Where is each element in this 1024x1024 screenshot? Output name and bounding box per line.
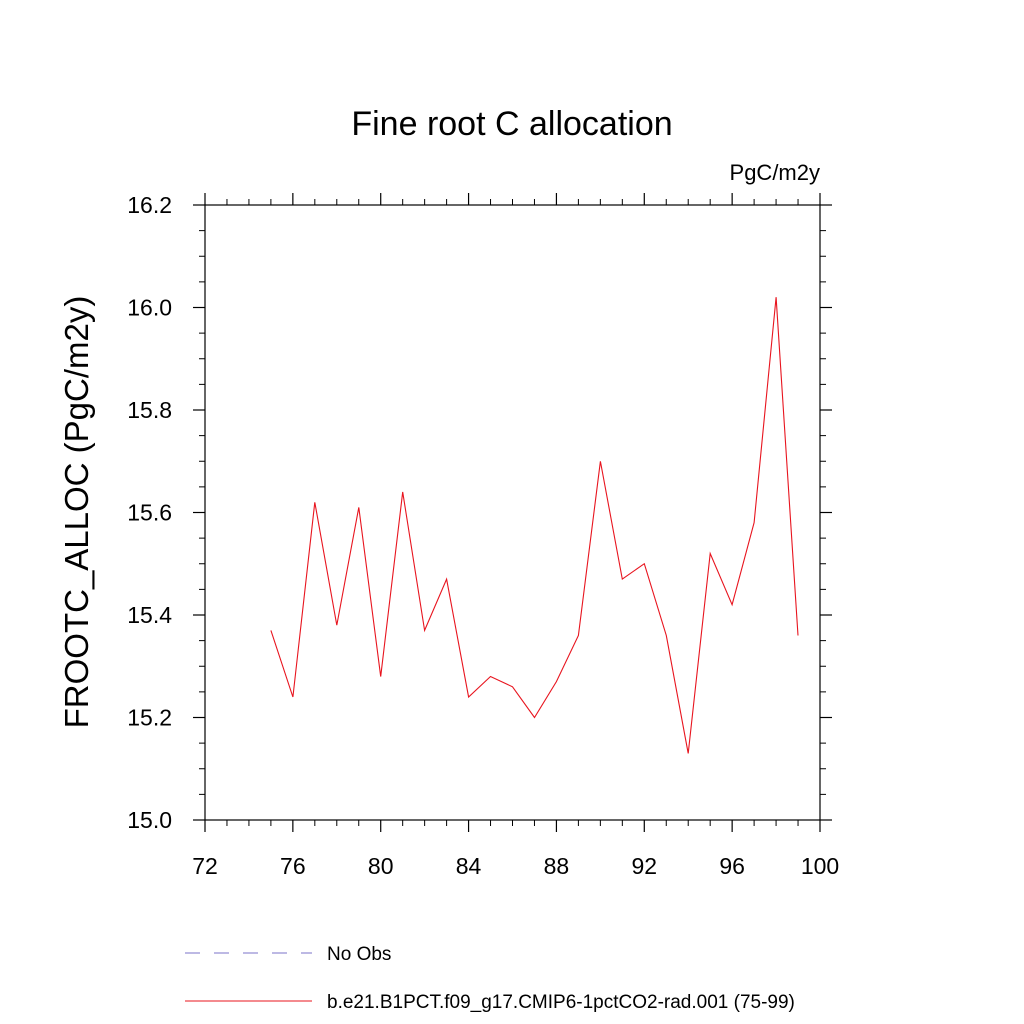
units-label: PgC/m2y [730, 160, 820, 185]
y-tick-label: 16.2 [127, 192, 172, 218]
tick-labels: 72 76 80 84 88 92 96 100 15.0 15.2 15.4 15.6 15.8 16.… [127, 192, 839, 879]
y-axis-title: FROOTC_ALLOC (PgC/m2y) [58, 296, 95, 729]
legend-label-model: b.e21.B1PCT.f09_g17.CMIP6-1pctCO2-rad.00… [327, 992, 795, 1013]
x-tick-label: 80 [368, 853, 394, 879]
data-series [270, 297, 799, 754]
plot-frame [204, 204, 821, 821]
y-tick-label: 15.4 [127, 602, 172, 628]
y-tick-label: 16.0 [127, 295, 172, 321]
chart-title: Fine root C allocation [351, 105, 672, 143]
y-tick-label: 15.0 [127, 807, 172, 833]
legend-label-no-obs: No Obs [327, 944, 391, 965]
legend: No Obs b.e21.B1PCT.f09_g17.CMIP6-1pctCO2… [185, 944, 795, 1013]
series-line [270, 297, 799, 754]
x-tick-label: 88 [544, 853, 570, 879]
y-tick-label: 15.6 [127, 500, 172, 526]
y-tick-label: 15.2 [127, 705, 172, 731]
axis-ticks [193, 193, 832, 832]
x-tick-label: 72 [192, 853, 218, 879]
x-tick-label: 100 [801, 853, 839, 879]
x-tick-label: 76 [280, 853, 306, 879]
y-tick-label: 15.8 [127, 397, 172, 423]
x-tick-label: 84 [456, 853, 482, 879]
x-tick-label: 92 [631, 853, 657, 879]
x-tick-label: 96 [719, 853, 745, 879]
